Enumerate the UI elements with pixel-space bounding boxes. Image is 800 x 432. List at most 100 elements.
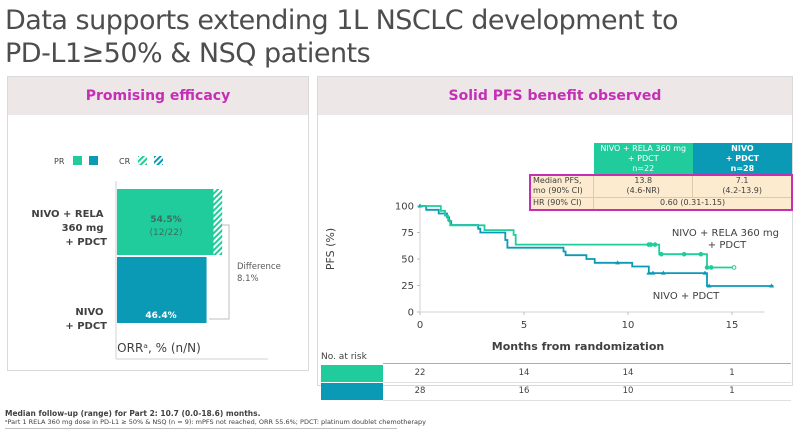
category-label-line: + PDCT	[65, 237, 107, 248]
km-y-tick-label: 75	[401, 228, 414, 239]
category-label-line: + PDCT	[65, 321, 107, 332]
bar-data-label-count: (13/28)	[145, 324, 178, 334]
category-label-line: NIVO	[75, 307, 103, 318]
km-y-tick-label: 0	[408, 308, 414, 319]
stats-header-line: NIVO	[731, 143, 754, 153]
km-censor-mark	[650, 270, 656, 275]
risk-count: 14	[518, 368, 530, 378]
category-label-nivo: NIVO + PDCT	[65, 307, 107, 332]
km-censor-mark	[652, 242, 658, 247]
pfs-stats-table: NIVO + RELA 360 mg + PDCT n=22 NIVO + PD…	[529, 143, 794, 211]
km-x-axis-title: Months from randomization	[492, 340, 664, 353]
stats-header-line: n=28	[730, 163, 755, 173]
stats-median-pfs-nivo: 7.1 (4.2-13.9)	[692, 174, 794, 197]
orr-bar-chart: PR CR NIVO + RELA 360 mg + PDCT NIVO + P…	[31, 156, 281, 360]
km-censor-mark	[769, 283, 775, 288]
stats-value-line: 7.1	[735, 176, 749, 186]
category-label-line: NIVO + RELA	[31, 209, 103, 220]
km-x-tick-label: 15	[726, 320, 739, 331]
km-censor-mark	[646, 270, 652, 275]
km-curve-nivo-rela	[420, 205, 735, 269]
km-y-axis-title: PFS (%)	[324, 228, 337, 270]
bar-data-label-count: (12/22)	[150, 228, 183, 238]
km-y-tick-label: 25	[401, 281, 414, 292]
risk-table-rule	[383, 363, 791, 364]
footnote-follow-up: Median follow-up (range) for Part 2: 10.…	[5, 409, 261, 418]
slide-title-line2: PD-L1≥50% & NSQ patients	[5, 38, 371, 69]
pfs-km-chart: 0 25 50 75 100 0 5 10 15 PFS (%) Months from ran…	[324, 202, 782, 354]
km-censor-mark	[706, 283, 712, 288]
km-series-label-nivo: NIVO + PDCT	[653, 291, 720, 302]
km-censor-mark	[615, 260, 621, 265]
risk-count: 10	[622, 386, 634, 396]
km-y-tick-label: 50	[401, 255, 414, 266]
bar-pr	[117, 189, 214, 255]
stats-header-line: NIVO + RELA 360 mg	[600, 143, 687, 153]
risk-count: 22	[414, 368, 426, 378]
orr-axis-title: ORRᵃ, % (n/N)	[117, 341, 201, 355]
footnote-part1: ᵃPart 1 RELA 360 mg dose in PD-L1 ≥ 50% …	[5, 418, 426, 426]
km-censor-mark	[708, 265, 714, 270]
efficacy-panel-header: Promising efficacy	[8, 77, 308, 115]
stats-row-label-hr: HR (90% CI)	[529, 196, 594, 211]
legend-cr-green-swatch	[138, 156, 147, 165]
risk-count: 16	[518, 386, 530, 396]
km-series-label-line: + PDCT	[708, 240, 747, 251]
stats-header-line: + PDCT	[627, 153, 659, 163]
risk-row-divider	[383, 400, 791, 401]
risk-row-divider	[383, 382, 791, 383]
stats-header-line: + PDCT	[725, 153, 760, 163]
km-censor-mark	[731, 265, 737, 270]
stats-median-pfs-nivo-rela: 13.8 (4.6-NR)	[593, 174, 693, 197]
km-x-tick-label: 0	[417, 320, 423, 331]
stats-label-line: mo (90% CI)	[533, 186, 583, 196]
risk-row-swatch	[321, 383, 383, 400]
km-censor-mark	[681, 251, 687, 257]
stats-header-nivo-rela: NIVO + RELA 360 mg + PDCT n=22	[593, 143, 693, 175]
stats-header-line: n=22	[632, 163, 655, 173]
efficacy-panel: Promising efficacy PR CR NIVO + RELA 360…	[7, 76, 309, 371]
km-series-label-nivo-rela: NIVO + RELA 360 mg + PDCT	[672, 228, 782, 251]
difference-label: Difference	[237, 262, 281, 272]
km-y-tick-label: 100	[395, 202, 414, 213]
difference-value: 8.1%	[237, 274, 259, 284]
risk-count: 14	[622, 368, 634, 378]
stats-label-line: Median PFS,	[533, 176, 582, 186]
km-censor-mark	[702, 270, 708, 275]
legend-cr-label: CR	[119, 157, 131, 166]
stats-value-line: 13.8	[634, 176, 653, 186]
km-censor-mark	[704, 265, 710, 270]
stats-row-label-median-pfs: Median PFS, mo (90% CI)	[529, 174, 594, 197]
bar-cr	[213, 189, 223, 255]
km-series-label-line: NIVO + RELA 360 mg	[672, 228, 779, 239]
legend-cr-teal-swatch	[154, 156, 163, 165]
bar-data-label-value: 46.4%	[145, 311, 176, 321]
km-censor-mark	[660, 270, 666, 275]
slide-title: Data supports extending 1L NSCLC develop…	[5, 4, 679, 70]
category-label-line: 360 mg	[62, 223, 104, 234]
legend-pr-teal-swatch	[89, 156, 98, 165]
risk-count: 28	[414, 386, 426, 396]
risk-count: 1	[729, 386, 735, 396]
km-x-tick-label: 10	[622, 320, 635, 331]
category-label-nivo-rela: NIVO + RELA 360 mg + PDCT	[31, 209, 107, 248]
pfs-panel-header: Solid PFS benefit observed	[318, 77, 792, 115]
difference-bracket	[209, 224, 230, 320]
legend-pr-label: PR	[54, 157, 65, 166]
km-censor-mark	[648, 242, 654, 247]
risk-row-swatch	[321, 365, 383, 382]
bar-pr	[117, 257, 207, 323]
slide-title-line1: Data supports extending 1L NSCLC develop…	[5, 5, 679, 36]
footer-rule	[5, 428, 397, 429]
stats-value-line: (4.2-13.9)	[722, 186, 762, 196]
km-x-tick-label: 5	[521, 320, 527, 331]
pfs-panel: Solid PFS benefit observed NIVO + RELA 3…	[317, 76, 794, 401]
bar-data-label-value: 54.5%	[150, 215, 181, 225]
risk-count: 1	[729, 368, 735, 378]
stats-value-line: (4.6-NR)	[626, 186, 660, 196]
stats-header-nivo: NIVO + PDCT n=28	[692, 143, 792, 175]
km-censor-mark	[658, 251, 664, 257]
risk-table-title: No. at risk	[321, 352, 367, 362]
stats-hr-value: 0.60 (0.31-1.15)	[593, 196, 794, 211]
km-censor-mark	[698, 251, 704, 257]
